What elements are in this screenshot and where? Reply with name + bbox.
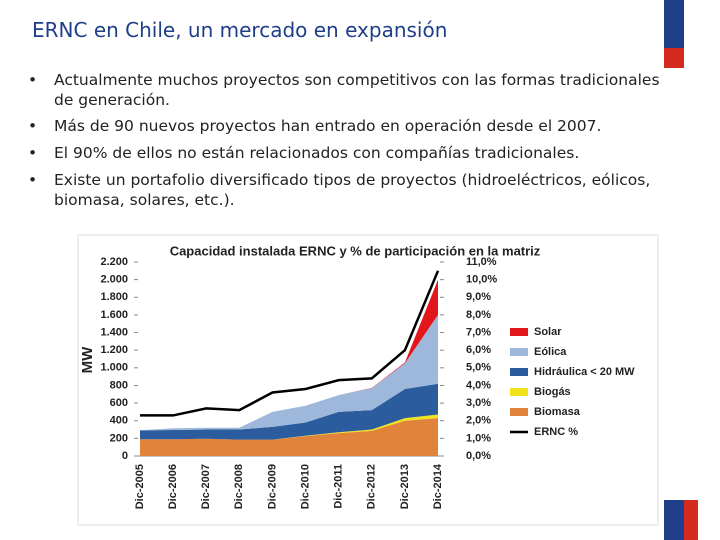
x-tick-label: Dic-2012 (366, 464, 378, 509)
y-tick-label: 1.200 (100, 344, 128, 356)
legend-label: Biomasa (534, 406, 581, 418)
line (140, 270, 440, 417)
y2-tick-label: 5,0% (466, 362, 491, 374)
legend-swatch (510, 388, 528, 396)
y2-tick-label: 10,0% (466, 274, 497, 286)
y-tick-label: 1.000 (100, 362, 128, 374)
legend-swatch (510, 348, 528, 356)
area (140, 383, 438, 440)
y2-tick-label: 1,0% (466, 432, 491, 444)
y-tick-label: 1.800 (100, 291, 128, 303)
legend-label: Biogás (534, 386, 571, 398)
x-tick-label: Dic-2014 (432, 463, 444, 509)
y-tick-label: 200 (110, 432, 128, 444)
legend-swatch (510, 328, 528, 336)
y2-tick-label: 0,0% (466, 450, 491, 462)
x-tick-label: Dic-2006 (167, 464, 179, 509)
y-tick-label: 1.600 (100, 309, 128, 321)
area (140, 418, 438, 456)
x-tick-label: Dic-2011 (333, 464, 345, 509)
y-tick-label: 2.000 (100, 274, 128, 286)
chart-title: Capacidad instalada ERNC y % de particip… (170, 243, 541, 258)
flag-blue (664, 500, 684, 540)
y2-tick-label: 4,0% (466, 379, 491, 391)
y-tick-label: 1.400 (100, 326, 128, 338)
legend-label: Eólica (534, 346, 567, 358)
y2-tick-label: 6,0% (466, 344, 491, 356)
y-tick-label: 600 (110, 397, 128, 409)
legend-swatch (510, 368, 528, 376)
bullet-list: Actualmente muchos proyectos son competi… (28, 70, 668, 217)
x-tick-label: Dic-2013 (399, 464, 411, 509)
y-axis-label: MW (79, 346, 96, 373)
y-tick-label: 2.200 (100, 256, 128, 268)
area (140, 314, 438, 431)
slide-title: ERNC en Chile, un mercado en expansión (32, 18, 448, 42)
legend-label: Solar (534, 326, 562, 338)
x-tick-label: Dic-2008 (233, 464, 245, 509)
y2-tick-label: 7,0% (466, 326, 491, 338)
y2-tick-label: 9,0% (466, 291, 491, 303)
y2-tick-label: 3,0% (466, 397, 491, 409)
y2-tick-label: 2,0% (466, 415, 491, 427)
y-tick-label: 800 (110, 379, 128, 391)
legend-swatch (510, 408, 528, 416)
bullet: Actualmente muchos proyectos son competi… (28, 70, 668, 110)
flag-red (684, 500, 698, 540)
bullet: Más de 90 nuevos proyectos han entrado e… (28, 116, 668, 136)
chart-frame (77, 234, 659, 526)
legend-label: ERNC % (534, 426, 578, 438)
y-tick-label: 400 (110, 415, 128, 427)
flag-blue (664, 0, 684, 48)
x-tick-label: Dic-2010 (299, 464, 311, 509)
legend-label: Hidráulica < 20 MW (534, 366, 635, 378)
flag-red (664, 48, 684, 68)
y-tick-label: 0 (122, 450, 128, 462)
bullet: Existe un portafolio diversificado tipos… (28, 170, 668, 210)
bullet: El 90% de ellos no están relacionados co… (28, 143, 668, 163)
y2-tick-label: 11,0% (466, 256, 497, 268)
x-tick-label: Dic-2005 (134, 464, 146, 509)
y2-tick-label: 8,0% (466, 309, 491, 321)
x-tick-label: Dic-2009 (266, 464, 278, 509)
x-tick-label: Dic-2007 (200, 464, 212, 509)
